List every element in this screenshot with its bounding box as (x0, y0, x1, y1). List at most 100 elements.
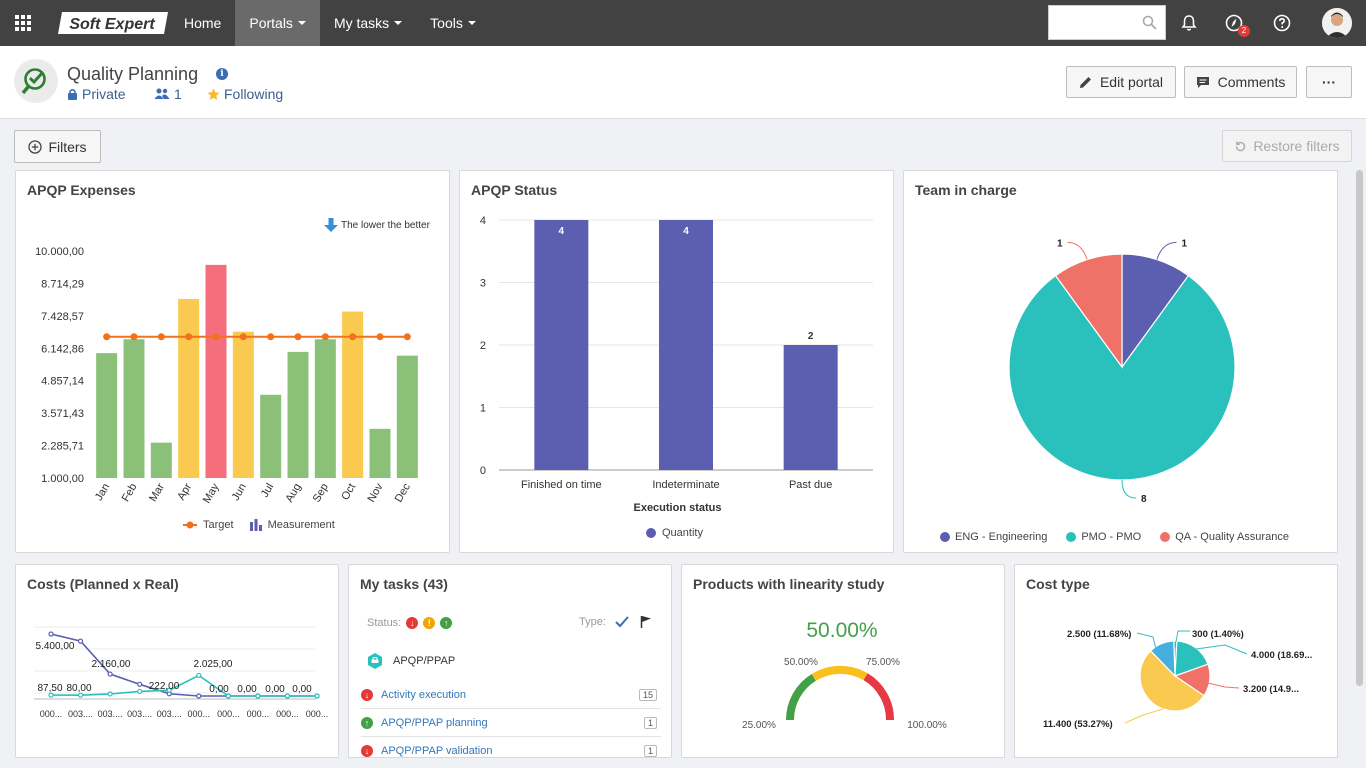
bar (342, 311, 364, 478)
edit-portal-button[interactable]: Edit portal (1066, 66, 1176, 98)
y-tick-label: 0 (480, 465, 486, 477)
pie-slice (1054, 253, 1123, 369)
restore-filters-button[interactable]: Restore filters (1222, 130, 1352, 162)
x-tick-label: 003.... (98, 709, 123, 719)
leader-line (1195, 644, 1248, 655)
y-tick-label: 10.000,00 (35, 246, 84, 258)
data-label: 0,00 (265, 684, 285, 695)
x-tick-label: May (201, 481, 222, 505)
x-tick-label: Jul (259, 482, 276, 500)
help-icon[interactable] (1270, 11, 1294, 35)
bell-icon[interactable] (1177, 11, 1201, 35)
privacy-label: Private (82, 86, 126, 102)
series-point (137, 688, 143, 695)
y-tick-label: 7.428,57 (41, 311, 84, 323)
apps-grid-icon[interactable] (0, 0, 46, 46)
info-icon[interactable]: i (216, 68, 228, 80)
legend-dot (1066, 532, 1077, 542)
data-label: 300 (1.40%) (1192, 629, 1244, 640)
x-tick-label: 000... (40, 709, 63, 719)
data-label: 87,50 (37, 683, 62, 694)
search-icon[interactable] (1142, 15, 1157, 30)
chevron-down-icon (467, 21, 476, 25)
following-toggle[interactable]: Following (207, 86, 283, 102)
gauge-segment-yellow (811, 665, 868, 681)
search-input[interactable] (1049, 6, 1139, 39)
target-point (157, 333, 165, 341)
quality-check-icon (14, 59, 58, 103)
x-axis-title: Execution status (633, 502, 722, 514)
softexpert-logo[interactable]: Soft Expert (56, 10, 170, 36)
car-icon (368, 653, 382, 669)
x-tick-label: Nov (365, 481, 385, 504)
nav-home[interactable]: Home (184, 15, 222, 31)
page-scrollbar[interactable] (1356, 170, 1363, 686)
x-tick-label: 000... (247, 709, 270, 719)
data-label: 0,00 (292, 684, 312, 695)
comments-button[interactable]: Comments (1184, 66, 1297, 98)
bar (369, 428, 391, 478)
pie-slice (1149, 640, 1176, 678)
data-label: 8 (1141, 494, 1147, 505)
data-label: 5.400,00 (36, 641, 75, 652)
target-point (294, 333, 302, 341)
panel-linearity-study: Products with linearity study 50.00% 25.… (681, 564, 1005, 758)
check-icon[interactable] (615, 615, 629, 628)
status-ok-icon[interactable]: ↑ (440, 617, 453, 629)
y-tick-label: 6.142,86 (41, 343, 84, 355)
compass-icon[interactable]: 2 (1222, 11, 1250, 37)
nav-tools[interactable]: Tools (416, 0, 490, 46)
x-tick-label: Sep (311, 482, 331, 505)
team-chart: 1 8 1 (1008, 238, 1236, 505)
task-row[interactable]: ↓ Activity execution 15 (361, 681, 661, 709)
bar (178, 298, 200, 478)
legend-dot (940, 532, 950, 542)
more-options-button[interactable]: ··· (1306, 66, 1352, 98)
team-legend: ENG - Engineering PMO - PMO QA - Quality… (940, 531, 1289, 543)
data-label: 0,00 (209, 684, 229, 695)
task-row[interactable]: ↑ APQP/PPAP planning 1 (361, 709, 661, 737)
data-label: 1 (1181, 238, 1187, 249)
status-warning-icon[interactable]: ! (423, 617, 436, 629)
x-tick-label: 000... (306, 709, 329, 719)
leader-line (1136, 632, 1158, 654)
pie-slice (1121, 253, 1190, 369)
status-label: Status: (367, 617, 402, 629)
target-point (103, 333, 111, 341)
user-avatar[interactable] (1322, 8, 1352, 38)
flag-icon[interactable] (640, 615, 652, 628)
panel-title: Costs (Planned x Real) (27, 576, 179, 592)
task-group[interactable]: APQP/PPAP (367, 653, 455, 669)
members-count[interactable]: 1 (154, 86, 182, 102)
bar (150, 442, 172, 478)
x-tick-label: Indeterminate (652, 479, 719, 491)
x-tick-label: 000... (276, 709, 299, 719)
x-tick-label: Apr (175, 481, 194, 502)
data-label: 11.400 (53.27%) (1043, 719, 1113, 730)
status-late-icon[interactable]: ↓ (406, 617, 419, 629)
y-tick-label: 2.285,71 (41, 441, 84, 453)
x-tick-label: 000... (188, 709, 211, 719)
leader-line (1124, 708, 1164, 724)
task-row[interactable]: ↓ APQP/PPAP validation 1 (361, 737, 661, 757)
lower-better-note: The lower the better (324, 218, 430, 233)
x-tick-label: Oct (339, 482, 358, 503)
status-late-icon: ↓ (361, 745, 373, 757)
series-point (77, 692, 84, 698)
panel-costs: Costs (Planned x Real) 000... 003.... 003.… (15, 564, 339, 758)
task-count: 1 (643, 716, 657, 729)
privacy-status: Private (67, 86, 126, 102)
pencil-icon (1079, 76, 1091, 88)
legend-target: Target (203, 519, 234, 531)
gauge-value: 50.00% (806, 619, 878, 642)
filters-button[interactable]: Filters (14, 130, 101, 163)
bar (287, 351, 309, 478)
nav-portals[interactable]: Portals (235, 0, 320, 46)
panel-title: Cost type (1026, 576, 1090, 592)
y-tick-label: 3.571,43 (41, 408, 84, 420)
series-point (48, 631, 54, 637)
nav-my-tasks[interactable]: My tasks (320, 0, 416, 46)
y-tick-label: 4.857,14 (41, 376, 84, 388)
type-filter: Type: (579, 615, 652, 628)
series-point (196, 672, 202, 679)
